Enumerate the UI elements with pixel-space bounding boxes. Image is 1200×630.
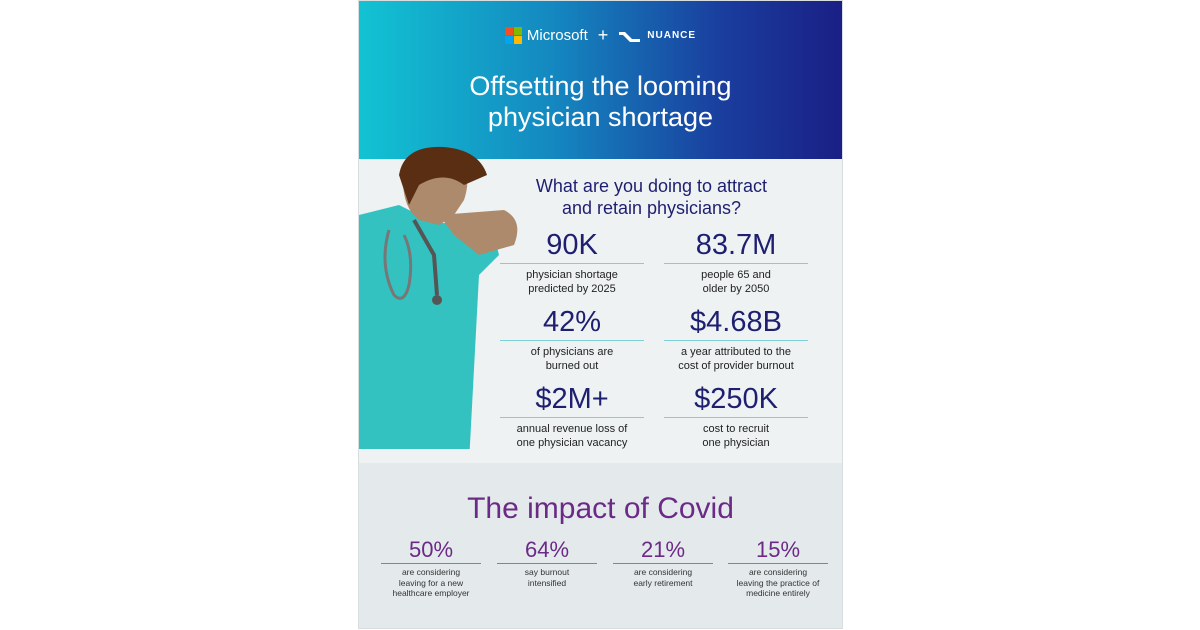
stat-recruit-cost: $250K cost to recruit one physician (656, 382, 816, 450)
question-line: and retain physicians? (561, 198, 742, 218)
stat-value: $250K (664, 382, 808, 418)
covid-stat-value: 15% (728, 537, 828, 564)
nuance-logo: NUANCE (618, 29, 696, 43)
covid-stat-value: 21% (613, 537, 713, 564)
covid-stat-value: 50% (381, 537, 481, 564)
covid-stat-desc: are considering leaving for a new healthca… (392, 567, 470, 598)
covid-stat: 64% say burnout intensified (491, 537, 603, 588)
covid-stat: 15% are considering leaving the practice o… (722, 537, 834, 599)
stat-desc: cost to recruit one physician (702, 423, 770, 449)
plus-sign: + (597, 25, 609, 45)
page-title: Offsetting the looming physician shortag… (359, 71, 842, 133)
microsoft-label: Microsoft (526, 27, 588, 44)
stat-desc: of physicians are burned out (530, 346, 614, 372)
nuance-label: NUANCE (647, 30, 697, 41)
title-line: physician shortage (487, 102, 714, 132)
physician-illustration (359, 146, 518, 449)
covid-stat: 21% are considering early retirement (607, 537, 719, 588)
covid-section: The impact of Covid 50% are considering le… (359, 463, 842, 628)
microsoft-squares-icon (504, 27, 522, 44)
nuance-mark-icon (619, 31, 641, 42)
title-line: Offsetting the looming (469, 71, 732, 101)
covid-stat-desc: are considering early retirement (633, 567, 693, 588)
stat-value: 90K (500, 228, 644, 264)
stat-value: $4.68B (664, 305, 808, 341)
stat-value: 42% (500, 305, 644, 341)
stat-value: $2M+ (500, 382, 644, 418)
question-heading: What are you doing to attract and retain… (509, 175, 794, 219)
covid-stat-desc: say burnout intensified (524, 567, 570, 588)
stat-value: 83.7M (664, 228, 808, 264)
stat-desc: annual revenue loss of one physician vaca… (516, 423, 628, 449)
stat-desc: a year attributed to the cost of provider… (678, 346, 794, 372)
stat-people-65: 83.7M people 65 and older by 2050 (656, 228, 816, 296)
covid-stat-value: 64% (497, 537, 597, 564)
stats-section: What are you doing to attract and retain… (359, 146, 842, 463)
stat-desc: physician shortage predicted by 2025 (526, 269, 618, 295)
question-line: What are you doing to attract (535, 176, 768, 196)
logos: Microsoft + NUANCE (359, 25, 842, 46)
stat-burned-out: 42% of physicians are burned out (492, 305, 652, 373)
header-banner: Microsoft + NUANCE Offsetting the loomin… (359, 1, 842, 159)
covid-stat-desc: are considering leaving the practice of me… (736, 567, 820, 598)
covid-stat: 50% are considering leaving for a new healt… (375, 537, 487, 599)
stat-desc: people 65 and older by 2050 (701, 269, 771, 295)
stat-burnout-cost: $4.68B a year attributed to the cost of pr… (656, 305, 816, 373)
infographic: Microsoft + NUANCE Offsetting the loomin… (358, 0, 843, 629)
stat-physician-shortage: 90K physician shortage predicted by 2025 (492, 228, 652, 296)
stat-revenue-loss: $2M+ annual revenue loss of one physician … (492, 382, 652, 450)
covid-title: The impact of Covid (467, 492, 734, 525)
microsoft-logo: Microsoft (504, 27, 588, 44)
